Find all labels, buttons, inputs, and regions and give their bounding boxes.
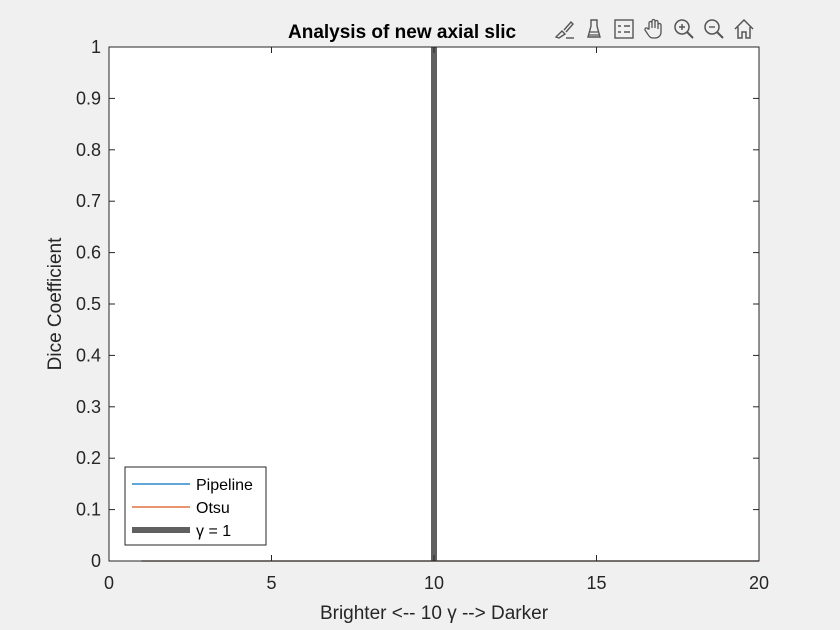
brush-edit-icon	[552, 17, 576, 46]
pan-button[interactable]	[640, 17, 668, 45]
datatip-icon	[582, 17, 606, 46]
chart-title: Analysis of new axial slic	[288, 22, 517, 43]
y-tick-label: 0.2	[76, 448, 101, 468]
zoom-out-button[interactable]	[700, 17, 728, 45]
y-tick-label: 0.5	[76, 294, 101, 314]
axes-toolbar	[550, 17, 758, 45]
y-tick-label: 0.3	[76, 397, 101, 417]
y-tick-label: 0	[91, 551, 101, 571]
data-tips-button[interactable]	[580, 17, 608, 45]
legend-label-0: Pipeline	[196, 477, 253, 494]
x-tick-label: 0	[104, 573, 114, 593]
home-button[interactable]	[730, 17, 758, 45]
y-tick-label: 0.7	[76, 191, 101, 211]
legend-label-2: γ = 1	[196, 523, 231, 540]
y-tick-label: 0.8	[76, 140, 101, 160]
brush-data-button[interactable]	[550, 17, 578, 45]
zoom-in-icon	[672, 17, 696, 46]
x-tick-label: 10	[424, 573, 444, 593]
hand-icon	[642, 17, 666, 46]
x-tick-label: 15	[586, 573, 606, 593]
y-axis-label: Dice Coefficient	[45, 237, 66, 370]
legend-icon	[612, 17, 636, 46]
legend-label-1: Otsu	[196, 500, 230, 517]
zoom-in-button[interactable]	[670, 17, 698, 45]
legend-toggle-button[interactable]	[610, 17, 638, 45]
x-tick-label: 20	[749, 573, 769, 593]
x-tick-label: 5	[266, 573, 276, 593]
y-tick-label: 0.6	[76, 243, 101, 263]
y-tick-label: 0.9	[76, 88, 101, 108]
y-tick-label: 1	[91, 37, 101, 57]
x-axis-label: Brighter <-- 10 γ --> Darker	[320, 603, 549, 624]
home-icon	[732, 17, 756, 46]
y-tick-label: 0.1	[76, 500, 101, 520]
y-tick-label: 0.4	[76, 345, 101, 365]
zoom-out-icon	[702, 17, 726, 46]
